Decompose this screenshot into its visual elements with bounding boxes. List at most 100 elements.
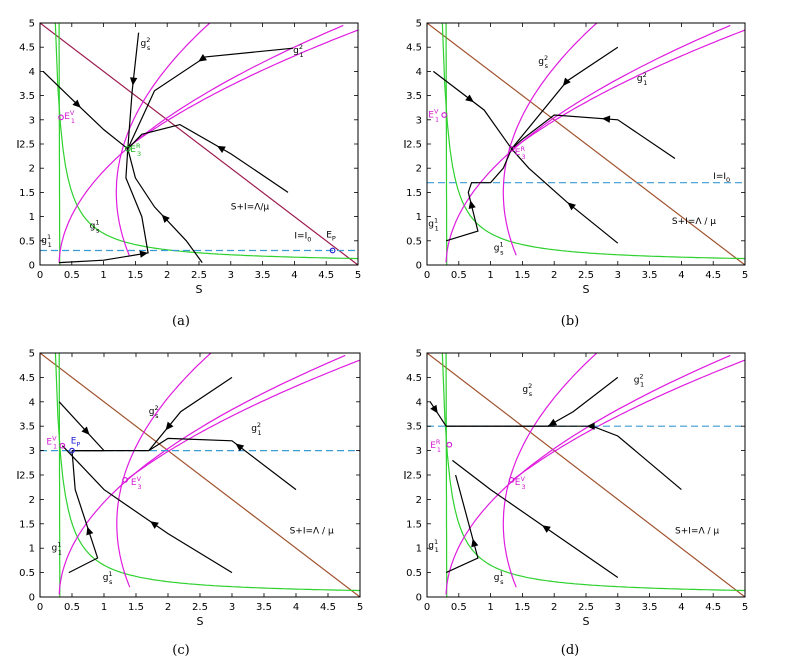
y-tick-label: 0 (416, 593, 422, 604)
curve-label-3-0: g2 s (522, 382, 532, 398)
curve-g1-1 (445, 23, 448, 265)
y-tick-label: 4.5 (19, 43, 35, 54)
label-superscript: V (70, 109, 75, 117)
trajectory-arrow-5 (471, 538, 479, 548)
x-tick-label: 4 (293, 602, 299, 613)
x-tick-label: 0 (37, 270, 43, 281)
x-tick-label: 0.5 (451, 270, 467, 281)
trajectory-arrow-3 (216, 145, 226, 153)
label-superscript: 2 (639, 372, 643, 380)
curve-label-0-6: EP (326, 230, 336, 242)
x-tick-label: 2.5 (192, 602, 208, 613)
x-tick-label: 2 (551, 602, 557, 613)
y-tick-label: 0.5 (406, 236, 422, 247)
x-tick-label: 0.5 (64, 270, 80, 281)
curve-gs-1 (54, 353, 360, 592)
curve-label-1-2: g1 s (494, 241, 504, 257)
equilibrium-marker-EP (329, 247, 336, 254)
trajectory-arrow-1 (430, 404, 438, 414)
y-tick-label: 3.5 (406, 422, 422, 433)
y-tick-label: 4 (416, 397, 422, 408)
x-tick-label: 4.5 (318, 270, 334, 281)
x-tick-label: 0.5 (451, 602, 467, 613)
label-superscript: V (52, 434, 57, 442)
chart-panel-3: 0 0.5 1 1.5 2 2.5 3 3.5 4 4.5 5 0 0.5 1 1.5 2 2.5 3 3.5 4 4.… (16, 349, 363, 659)
x-tick-label: 4.5 (705, 270, 721, 281)
trajectory-arrow-5 (86, 526, 94, 536)
plot-area (427, 23, 745, 265)
curve-label-1-5: ER 3 (515, 145, 526, 161)
trajectory-arrow-4 (567, 202, 576, 211)
label-base: E (71, 436, 77, 446)
chart-panel-1: 0 0.5 1 1.5 2 2.5 3 3.5 4 4.5 5 0 0.5 1 1.5 2 2.5 3 3.5 4 4.… (16, 19, 361, 330)
line-S-plus-I (40, 23, 358, 265)
trajectory-3 (148, 437, 297, 491)
curve-label-3-3: g1 1 (428, 538, 439, 554)
label-subscript: 3 (522, 153, 526, 161)
label-superscript: 1 (95, 219, 99, 227)
trajectory-arrow-5 (161, 214, 170, 223)
y-tick-label: 3 (416, 115, 422, 126)
curve-g1-2-lower (445, 354, 731, 595)
label-subscript: 1 (48, 241, 52, 249)
trajectory-5 (127, 148, 203, 263)
y-tick-label: 0 (29, 593, 35, 604)
x-tick-label: 3 (615, 270, 621, 281)
threshold-label-sub: 0 (726, 176, 730, 184)
curve-gs-1 (441, 353, 745, 592)
curve-g1-1 (445, 353, 448, 597)
label-subscript: 1 (643, 79, 647, 87)
x-tick-label: 1.5 (514, 270, 530, 281)
y-tick-label: 4.5 (19, 373, 35, 384)
panel-caption: (b) (561, 314, 579, 329)
x-tick-label: 4 (678, 270, 684, 281)
label-base: E (46, 437, 52, 447)
x-tick-label: 4 (678, 602, 684, 613)
x-axis-label: S (197, 615, 204, 628)
y-tick-label: 2.5 (406, 471, 422, 482)
x-tick-label: 1 (487, 270, 493, 281)
trajectory-arrow-5 (468, 200, 476, 210)
label-superscript: 2 (155, 404, 159, 412)
y-tick-label: 5 (29, 19, 35, 30)
label-subscript: s (147, 44, 151, 52)
label-subscript: 1 (258, 429, 262, 437)
threshold-label-base: I=I (713, 172, 726, 182)
y-tick-label: 0.5 (19, 568, 35, 579)
y-tick-label: 4 (416, 67, 422, 78)
line-annotation: S+I=Λ / μ (675, 527, 719, 537)
label-base: g (90, 222, 96, 232)
x-tick-label: 3 (615, 602, 621, 613)
label-base: E (130, 145, 136, 155)
x-tick-label: 0 (424, 270, 430, 281)
x-tick-label: 1.5 (127, 270, 143, 281)
trajectory-1 (433, 70, 513, 150)
y-tick-label: 2 (416, 495, 422, 506)
y-tick-label: 3 (29, 446, 35, 457)
x-tick-label: 5 (742, 270, 748, 281)
curve-label-3-4: ER 1 (430, 438, 441, 454)
label-subscript: 1 (53, 442, 57, 450)
equilibrium-marker-E3V (122, 477, 128, 483)
x-tick-label: 1 (487, 602, 493, 613)
x-tick-label: 2.5 (191, 270, 207, 281)
equilibrium-marker-E3R (508, 145, 515, 152)
trajectory-arrow-3 (235, 443, 245, 452)
x-axis-label: S (583, 283, 590, 296)
trajectory-5 (445, 474, 479, 574)
trajectory-arrow-4 (139, 250, 149, 258)
label-subscript: s (109, 578, 113, 586)
curve-label-1-1: g2 1 (637, 71, 648, 87)
trajectory-3 (127, 123, 289, 193)
y-axis-label: I (16, 138, 19, 151)
label-superscript: 2 (257, 421, 261, 429)
y-tick-label: 1 (416, 212, 422, 223)
trajectory-arrow-1 (81, 426, 90, 435)
y-tick-label: 3.5 (19, 91, 35, 102)
trajectory-5 (445, 148, 513, 242)
label-subscript: s (545, 62, 549, 70)
x-tick-label: 1.5 (128, 602, 144, 613)
curve-label-1-4: EV 1 (428, 107, 439, 123)
label-base: g (428, 219, 434, 229)
